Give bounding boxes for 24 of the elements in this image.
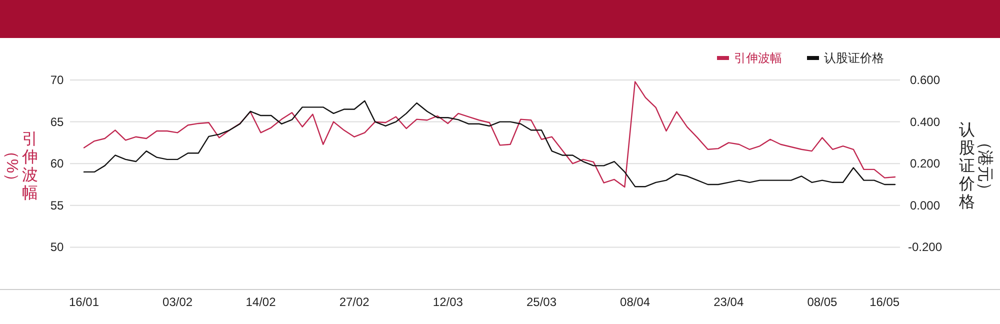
x-tick-label: 16/01 xyxy=(68,295,100,309)
x-tick-label: 08/04 xyxy=(620,295,650,309)
legend-label: 认股证价格 xyxy=(824,51,884,65)
x-tick-label: 03/02 xyxy=(162,295,193,309)
x-tick-label: 25/03 xyxy=(526,295,557,309)
y2-tick-label: 0.600 xyxy=(910,73,940,87)
x-tick-label: 08/05 xyxy=(807,295,838,309)
y-tick-label: 55 xyxy=(50,198,64,212)
x-tick-label: 27/02 xyxy=(339,295,370,309)
x-tick-label: 23/04 xyxy=(714,295,744,309)
x-tick-label: 12/03 xyxy=(432,295,464,309)
line-series xyxy=(83,100,896,188)
line-series xyxy=(83,81,896,188)
legend-label: 引伸波幅 xyxy=(734,51,782,65)
x-tick-label: 16/05 xyxy=(870,295,900,309)
y2-tick-label: -0.200 xyxy=(908,240,942,254)
y2-tick-label: 0.000 xyxy=(910,198,940,212)
y-tick-label: 70 xyxy=(50,73,64,87)
x-tick-label: 14/02 xyxy=(246,295,276,309)
y-tick-label: 60 xyxy=(50,156,64,171)
y2-tick-label: 0.400 xyxy=(910,114,940,129)
y2-tick-label: 0.200 xyxy=(910,156,940,171)
y-tick-label: 50 xyxy=(50,240,64,254)
y-tick-label: 65 xyxy=(50,114,64,129)
